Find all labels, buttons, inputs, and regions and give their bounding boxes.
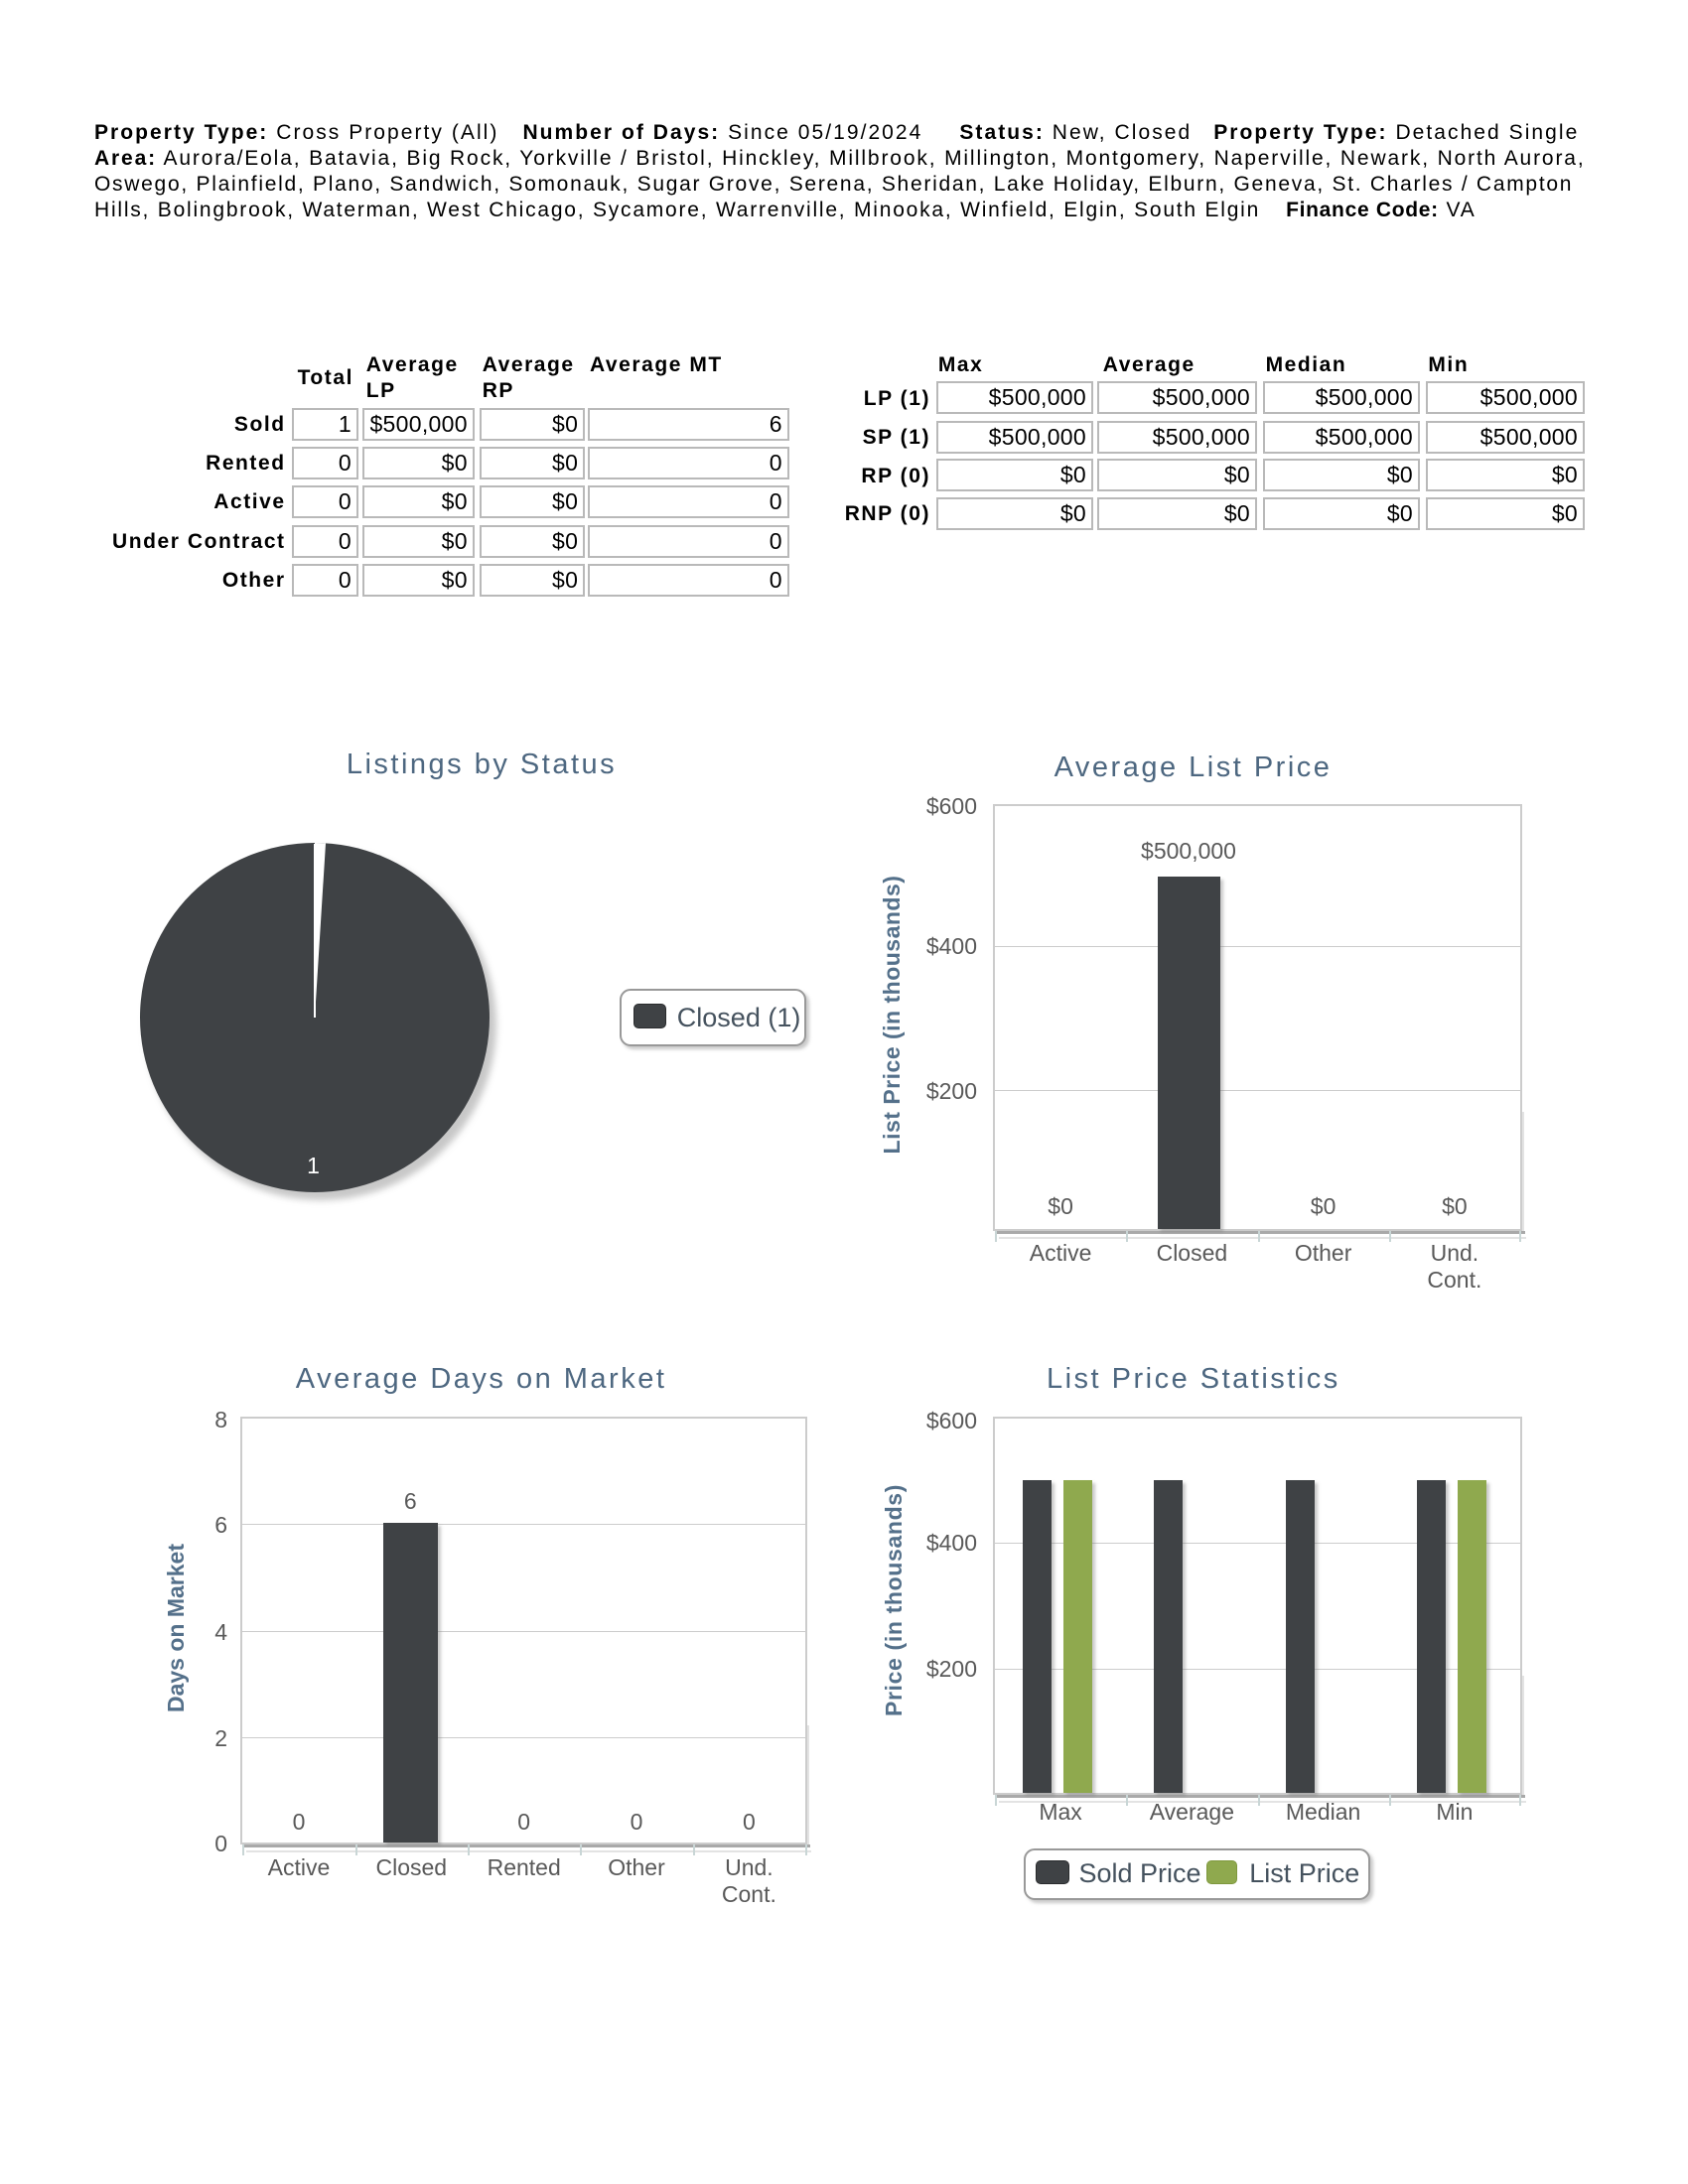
svg-text:1: 1 bbox=[307, 1153, 320, 1178]
